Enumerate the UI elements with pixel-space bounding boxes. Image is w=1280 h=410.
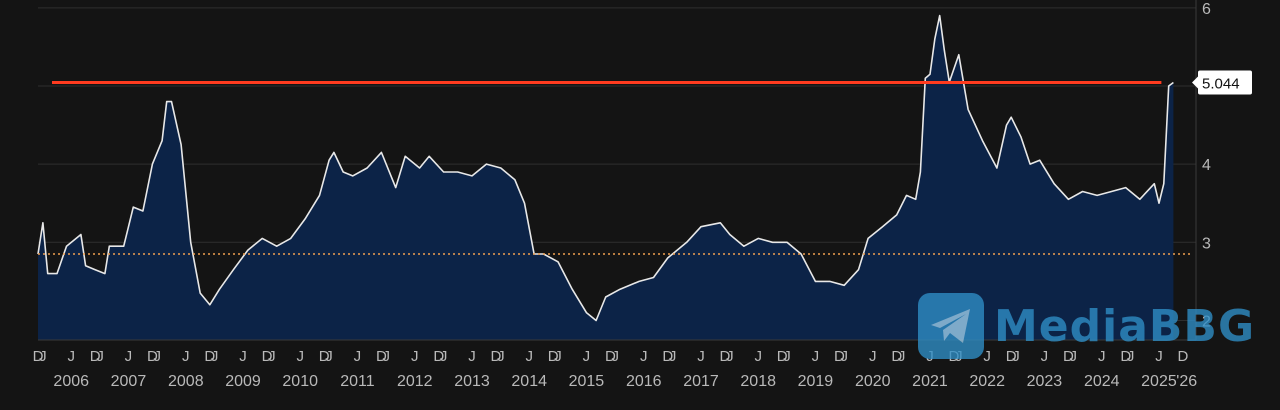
x-year-label: 2025 [1141,373,1177,390]
x-month-labels: DJ J DJ J DJ J DJ J DJ J DJ J DJ J DJ J DJ J DJ J DJ J DJ J DJ J D… [33,348,1189,365]
x-year-label: 2020 [855,373,891,390]
x-month-label: D [204,348,215,365]
x-year-label: '26 [1176,373,1197,390]
x-year-label: 2013 [454,373,490,390]
x-month-label: J [383,348,391,365]
watermark-text: MediaBBG [994,300,1256,352]
x-month-label: J [325,348,333,365]
x-year-label: 2014 [511,373,547,390]
x-month-label: J [612,348,620,365]
x-month-label: J [640,348,648,365]
x-month-label: D [1120,348,1131,365]
x-month-label: J [211,348,219,365]
x-month-label: J [354,348,362,365]
x-month-label: J [268,348,276,365]
x-year-label: 2017 [683,373,719,390]
x-year-label: 2011 [340,373,375,390]
x-year-labels: 2006 2007 2008 2009 2010 2011 2012 2013 2014 2015… [53,373,1197,390]
x-month-label: J [1098,348,1106,365]
x-year-label: 2010 [282,373,318,390]
last-value-box [1198,70,1252,95]
x-month-label: D [147,348,158,365]
last-value-text: 5.044 [1202,76,1240,93]
x-month-label: J [697,348,705,365]
x-month-label: J [983,348,991,365]
x-month-label: D [1006,348,1017,365]
y-tick-label: 6 [1202,1,1211,18]
last-value-pointer [1192,76,1198,89]
x-month-label: D [548,348,559,365]
x-month-label: J [1012,348,1020,365]
x-year-label: 2015 [569,373,605,390]
x-month-label: J [182,348,190,365]
x-month-label: J [39,348,47,365]
x-month-label: D [891,348,902,365]
x-year-label: 2006 [53,373,89,390]
x-month-label: D [1063,348,1074,365]
x-year-label: 2023 [1027,373,1063,390]
y-tick-label: 2 [1202,313,1211,330]
x-month-label: D [662,348,673,365]
x-month-label: J [468,348,476,365]
x-month-label: J [67,348,75,365]
x-month-label: J [239,348,247,365]
x-month-label: J [754,348,762,365]
x-year-label: 2007 [111,373,147,390]
x-year-label: 2016 [626,373,662,390]
x-month-label: J [1069,348,1077,365]
x-month-label: J [411,348,419,365]
x-month-label: D [605,348,616,365]
x-month-label: D [319,348,330,365]
x-month-label: J [869,348,877,365]
x-month-label: D [262,348,273,365]
x-month-label: J [96,348,104,365]
telegram-plane-icon [918,293,984,359]
x-month-label: J [1041,348,1049,365]
x-month-label: J [296,348,304,365]
x-month-label: D [90,348,101,365]
x-month-label: J [726,348,734,365]
series-line [37,14,1174,322]
x-month-label: J [497,348,505,365]
x-month-label: D [834,348,845,365]
x-month-label: J [554,348,562,365]
watermark: MediaBBG [918,292,1255,360]
x-month-label: D [433,348,444,365]
x-year-label: 2019 [798,373,834,390]
x-year-label: 2009 [225,373,261,390]
x-month-label: J [525,348,533,365]
x-month-label: J [1127,348,1135,365]
x-month-label: D [491,348,502,365]
x-year-label: 2008 [168,373,204,390]
x-year-label: 2012 [397,373,433,390]
x-month-label: J [840,348,848,365]
y-tick-label: 3 [1202,235,1211,252]
x-month-label: J [154,348,162,365]
y-tick-label: 4 [1202,157,1211,174]
x-month-label: J [583,348,591,365]
x-month-label: J [783,348,791,365]
x-month-label: J [440,348,448,365]
x-month-label: D [33,348,44,365]
x-month-label: J [812,348,820,365]
x-year-label: 2024 [1084,373,1120,390]
last-value-label: 5.044 [1192,70,1252,95]
x-month-label: D [1178,348,1189,365]
x-month-label: D [720,348,731,365]
x-year-label: 2021 [912,373,948,390]
x-month-label: D [777,348,788,365]
x-month-label: J [125,348,133,365]
x-month-label: J [898,348,906,365]
x-month-label: D [376,348,387,365]
x-year-label: 2022 [969,373,1005,390]
x-year-label: 2018 [740,373,776,390]
x-month-label: J [1155,348,1163,365]
x-month-label: J [669,348,677,365]
series-area [38,15,1174,340]
